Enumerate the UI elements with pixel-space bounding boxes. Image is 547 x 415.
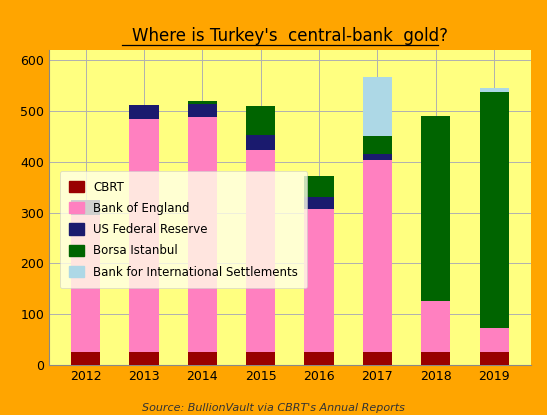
Bar — [71, 215, 100, 352]
Bar — [246, 135, 275, 149]
Bar — [421, 117, 450, 301]
Bar — [363, 160, 392, 352]
Bar — [363, 136, 392, 154]
Bar — [188, 104, 217, 117]
Bar — [130, 105, 159, 119]
Bar — [188, 101, 217, 104]
Bar — [305, 197, 334, 208]
Bar — [421, 301, 450, 352]
Bar — [188, 352, 217, 365]
Bar — [305, 176, 334, 197]
Text: Source: BullionVault via CBRT's Annual Reports: Source: BullionVault via CBRT's Annual R… — [142, 403, 405, 413]
Bar — [363, 77, 392, 136]
Bar — [363, 352, 392, 365]
Bar — [480, 88, 509, 92]
Bar — [246, 149, 275, 352]
Bar — [480, 327, 509, 352]
Bar — [71, 200, 100, 215]
Bar — [246, 352, 275, 365]
Bar — [305, 352, 334, 365]
Bar — [188, 117, 217, 352]
Bar — [480, 352, 509, 365]
Title: Where is Turkey's  central-bank  gold?: Where is Turkey's central-bank gold? — [132, 27, 448, 46]
Bar — [130, 352, 159, 365]
Bar — [305, 208, 334, 352]
Bar — [363, 154, 392, 160]
Bar — [71, 352, 100, 365]
Bar — [246, 106, 275, 135]
Bar — [421, 352, 450, 365]
Legend: CBRT, Bank of England, US Federal Reserve, Borsa Istanbul, Bank for Internationa: CBRT, Bank of England, US Federal Reserv… — [60, 171, 307, 288]
Bar — [480, 92, 509, 327]
Bar — [130, 119, 159, 352]
